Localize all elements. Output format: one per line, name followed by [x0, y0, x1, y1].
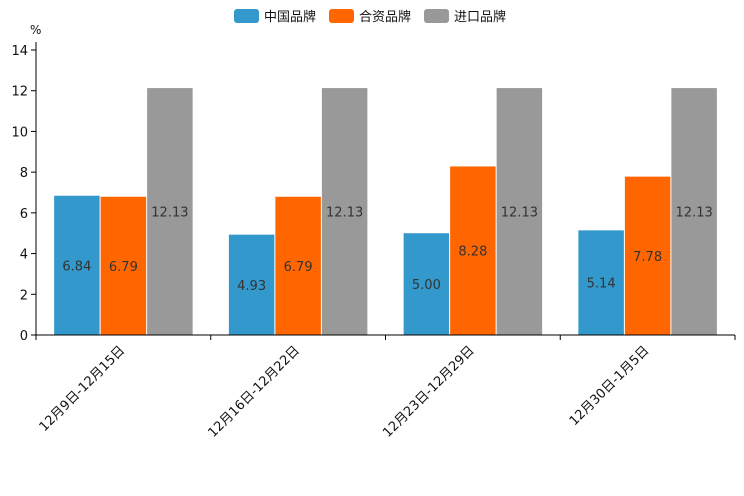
bar — [54, 195, 100, 335]
legend-label: 中国品牌 — [264, 9, 316, 25]
bar — [578, 230, 624, 335]
bar — [450, 166, 496, 335]
legend-swatch — [424, 9, 449, 23]
bar — [496, 88, 543, 335]
bar — [275, 196, 321, 335]
legend: 中国品牌 合资品牌 进口品牌 — [234, 9, 506, 25]
bar-value-label: 12.13 — [151, 206, 188, 221]
bar-value-label: 12.13 — [326, 206, 363, 221]
legend-item[interactable]: 合资品牌 — [329, 9, 411, 25]
y-tick-label: 10 — [11, 125, 28, 140]
x-tick-label: 12月16日-12月22日 — [205, 343, 302, 440]
bar-value-label: 12.13 — [501, 206, 538, 221]
bar-value-label: 7.78 — [633, 250, 662, 265]
bar — [321, 88, 368, 335]
x-tick-label: 12月30日-1月5日 — [567, 343, 653, 429]
bar-value-label: 5.14 — [587, 277, 616, 292]
bar-value-label: 6.84 — [62, 259, 91, 274]
bar-value-label: 6.79 — [109, 260, 138, 275]
legend-item[interactable]: 中国品牌 — [234, 9, 316, 25]
legend-item[interactable]: 进口品牌 — [424, 9, 506, 25]
legend-label: 进口品牌 — [454, 9, 506, 25]
x-axis: 12月9日-12月15日 12月16日-12月22日 12月23日-12月29日 12… — [35, 334, 736, 441]
y-axis-unit: % — [30, 23, 41, 37]
y-tick-label: 8 — [20, 166, 28, 181]
x-tick-label: 12月9日-12月15日 — [37, 343, 129, 435]
y-tick-label: 2 — [20, 288, 28, 303]
bar — [228, 234, 275, 335]
bar — [671, 88, 717, 335]
legend-swatch — [329, 9, 354, 23]
bar-value-label: 5.00 — [412, 278, 441, 293]
bar-value-label: 6.79 — [284, 260, 313, 275]
legend-swatch — [234, 9, 259, 23]
legend-label: 合资品牌 — [359, 9, 411, 25]
y-tick-label: 6 — [20, 207, 28, 222]
y-tick-label: 14 — [11, 44, 28, 59]
y-axis: 0 2 4 6 8 10 12 14 — [11, 42, 37, 344]
bars — [54, 88, 717, 335]
bar — [147, 88, 193, 335]
bar-value-label: 12.13 — [676, 206, 713, 221]
y-tick-label: 12 — [11, 85, 28, 100]
bar-labels: 6.84 4.93 5.00 5.14 6.79 6.79 8.28 7.78 12.13 12.… — [62, 206, 712, 294]
bar — [403, 233, 450, 335]
bar — [100, 196, 147, 335]
y-tick-label: 4 — [20, 248, 28, 263]
x-tick-label: 12月23日-12月29日 — [380, 343, 477, 440]
bar — [624, 176, 671, 335]
y-tick-label: 0 — [20, 329, 28, 344]
bar-value-label: 8.28 — [458, 245, 487, 260]
bar-value-label: 4.93 — [237, 279, 266, 294]
